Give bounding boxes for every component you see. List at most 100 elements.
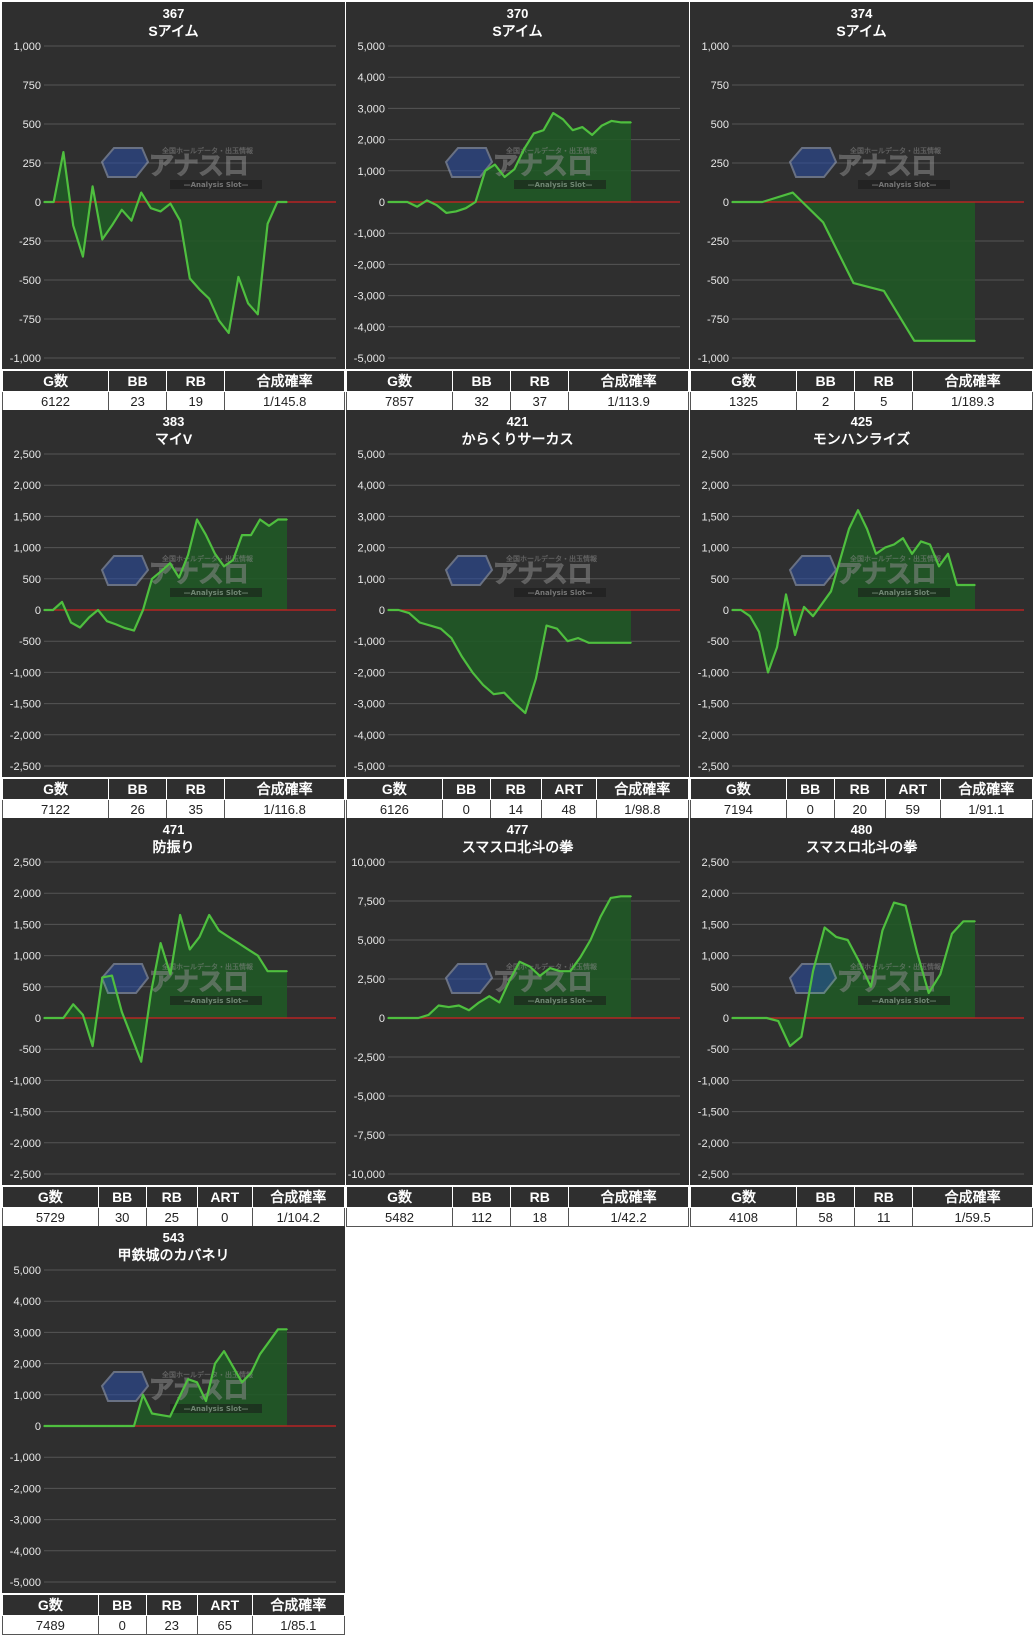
data-point <box>823 926 826 929</box>
data-point <box>943 340 946 342</box>
stats-header-cell: BB <box>796 370 856 392</box>
data-point <box>821 602 823 605</box>
data-point <box>187 1378 189 1380</box>
chart-area: 5,000 4,000 3,000 2,000 1,000 0 -1,000 -2,000 -3… <box>2 1226 345 1593</box>
y-tick-label: -4,000 <box>10 1546 41 1558</box>
data-point <box>610 120 613 122</box>
data-point <box>124 1425 126 1427</box>
data-point <box>387 609 389 611</box>
data-point <box>609 897 612 899</box>
stats-value-cell: 19 <box>166 391 226 411</box>
series-line <box>388 608 631 715</box>
stats-value-cell: 0 <box>97 1615 147 1635</box>
data-point <box>111 224 113 227</box>
stats-header-cell: 合成確率 <box>912 1186 1033 1208</box>
data-point <box>43 201 45 203</box>
stats-value-cell: 37 <box>510 391 570 411</box>
y-tick-label: 500 <box>23 119 41 131</box>
y-tick-label: -10,000 <box>348 1169 385 1181</box>
stats-header-cell: G数 <box>2 1186 99 1208</box>
series-line <box>44 913 287 1063</box>
data-point <box>214 1362 216 1365</box>
data-point <box>468 1009 470 1011</box>
y-tick-label: -2,500 <box>698 1169 729 1181</box>
stats-header-cell: 合成確率 <box>595 778 690 800</box>
data-point <box>458 1004 460 1007</box>
stats-header-cell: BB <box>452 1186 512 1208</box>
data-point <box>196 518 198 521</box>
watermark-sub-bg <box>858 588 950 597</box>
data-point <box>435 204 438 206</box>
data-point <box>247 948 249 951</box>
y-tick-label: -5,000 <box>354 761 385 773</box>
y-tick-label: -1,000 <box>10 353 41 365</box>
watermark-sub-bg <box>858 180 950 189</box>
data-point <box>408 612 410 614</box>
series-line <box>388 111 631 214</box>
y-tick-label: 1,000 <box>13 543 41 555</box>
watermark-caption: 全国ホールデータ・出玉情報 <box>849 554 942 563</box>
data-point <box>70 1425 72 1427</box>
data-point <box>812 970 814 972</box>
y-tick-label: 1,000 <box>701 543 729 555</box>
stats-header-cell: G数 <box>690 778 787 800</box>
stats-header-cell: BB <box>97 1594 147 1616</box>
data-point <box>571 129 574 132</box>
stats-header-row: G数 BB RB 合成確率 <box>689 1186 1033 1208</box>
data-point <box>482 684 484 686</box>
y-tick-label: -250 <box>19 236 41 248</box>
data-point <box>178 576 180 579</box>
y-tick-label: 0 <box>723 605 729 617</box>
data-point <box>866 528 868 530</box>
y-tick-label: -2,500 <box>698 761 729 773</box>
stats-header-cell: BB <box>108 778 168 800</box>
stats-value-cell: 59 <box>884 799 941 819</box>
watermark-emblem <box>444 963 494 994</box>
y-tick-label: 4,000 <box>13 1296 41 1308</box>
data-point <box>406 201 409 203</box>
data-point <box>461 656 463 658</box>
stats-value-row: 5729 30 25 0 1/104.2 <box>2 1207 346 1227</box>
data-point <box>508 979 511 982</box>
machine-panel: 5,000 4,000 3,000 2,000 1,000 0 -1,000 -2,000 -3… <box>346 410 690 819</box>
machine-name: スマスロ北斗の拳 <box>461 839 574 855</box>
data-point <box>533 132 535 135</box>
stats-header-cell: 合成確率 <box>568 370 689 392</box>
machine-panel: 5,000 4,000 3,000 2,000 1,000 0 -1,000 -2,000 -3… <box>345 2 689 411</box>
data-point <box>72 224 74 227</box>
watermark-emblem <box>444 555 494 586</box>
data-point <box>962 920 965 923</box>
stats-value-row: 5482 112 18 1/42.2 <box>345 1207 689 1227</box>
data-point <box>286 1328 288 1331</box>
data-point <box>731 201 733 203</box>
watermark-title: アナスロ <box>837 559 937 588</box>
data-point <box>79 1425 81 1427</box>
y-tick-label: -1,000 <box>354 636 385 648</box>
y-tick-label: 2,000 <box>357 543 385 555</box>
machine-name: からくりサーカス <box>461 431 574 447</box>
y-tick-label: -2,500 <box>10 761 41 773</box>
data-point <box>189 948 191 951</box>
chart-svg: 2,500 2,000 1,500 1,000 500 0 -500 -1,000 -1,500… <box>698 857 1024 1181</box>
watermark-sub: —Analysis Slot— <box>528 181 593 189</box>
data-point <box>552 112 555 114</box>
watermark-sub: —Analysis Slot— <box>872 997 937 1005</box>
data-point <box>70 621 72 624</box>
data-point <box>883 290 885 292</box>
y-tick-label: -1,500 <box>10 699 41 711</box>
data-point <box>591 134 593 136</box>
data-point <box>630 121 632 124</box>
stats-value-cell: 6122 <box>1 391 110 411</box>
data-point <box>455 210 457 213</box>
data-point <box>72 1003 74 1006</box>
y-tick-label: 4,000 <box>357 480 385 492</box>
y-tick-label: 1,500 <box>13 919 41 931</box>
watermark-sub-bg <box>858 996 950 1005</box>
data-point <box>803 606 805 608</box>
chart-area: 1,000 750 500 250 0 -250 -500 -750 -1,000 アナスロ 全国ホ… <box>2 2 345 369</box>
data-point <box>938 565 940 568</box>
watermark-sub-bg <box>170 1404 262 1413</box>
data-point <box>169 1415 171 1418</box>
